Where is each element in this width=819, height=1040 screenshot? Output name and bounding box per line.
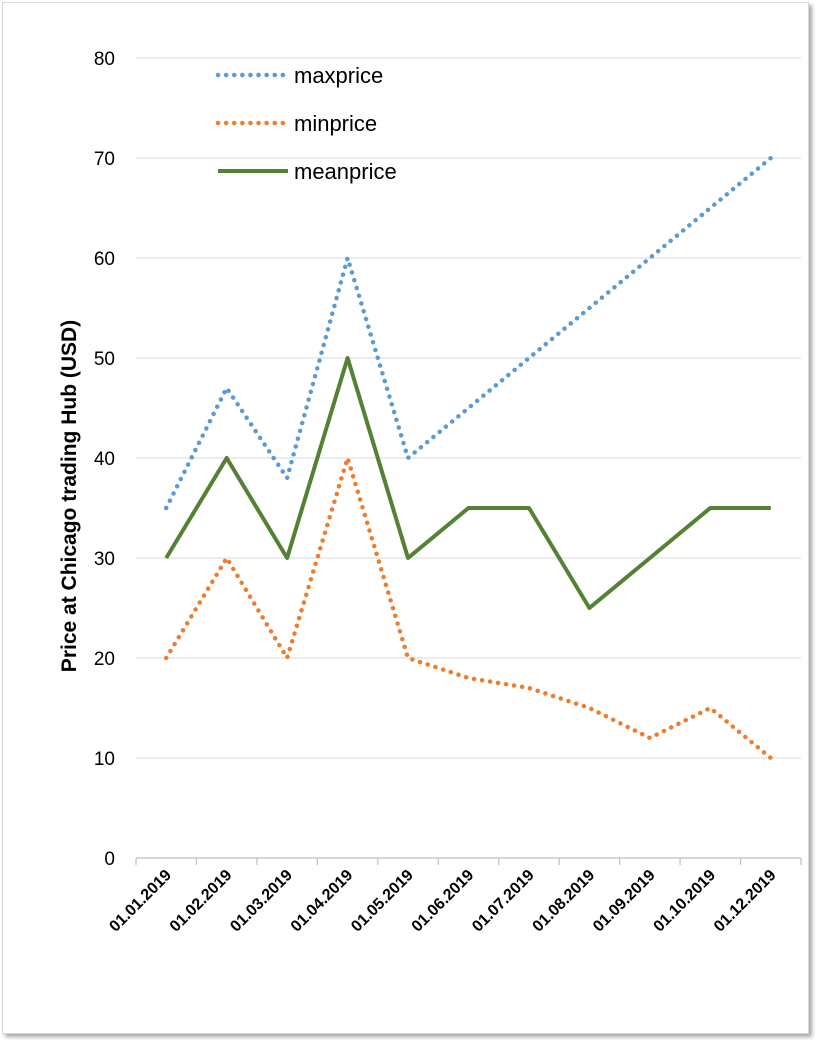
y-axis-title: Price at Chicago trading Hub (USD) [58, 320, 81, 672]
legend: maxprice minprice meanprice [215, 63, 397, 184]
series-line-minprice [163, 455, 774, 761]
y-tick-label: 0 [104, 849, 115, 870]
x-tick-label: 01.12.2019 [711, 867, 780, 936]
y-tick-label: 10 [94, 749, 115, 770]
x-axis [135, 857, 802, 865]
y-tick-label: 40 [94, 449, 115, 470]
series-lines [163, 155, 774, 761]
x-tick-label: 01.02.2019 [167, 867, 236, 936]
x-tick-label: 01.01.2019 [106, 867, 175, 936]
x-axis-ticks: 01.01.201901.02.201901.03.201901.04.2019… [106, 867, 779, 936]
x-tick-label: 01.10.2019 [651, 867, 720, 936]
x-tick-label: 01.05.2019 [348, 867, 417, 936]
y-tick-label: 20 [94, 649, 115, 670]
series-line-maxprice [163, 155, 774, 511]
gridlines [136, 57, 801, 759]
legend-label-maxprice: maxprice [294, 63, 383, 88]
x-tick-label: 01.04.2019 [288, 867, 357, 936]
y-tick-label: 30 [94, 549, 115, 570]
x-tick-label: 01.09.2019 [590, 867, 659, 936]
y-tick-label: 50 [94, 349, 115, 370]
series-line-meanprice [164, 356, 771, 610]
y-axis-ticks: 0 10 20 30 40 50 60 70 80 [94, 49, 115, 870]
x-tick-label: 01.08.2019 [530, 867, 599, 936]
y-tick-label: 80 [94, 49, 115, 70]
y-tick-label: 70 [94, 149, 115, 170]
x-tick-label: 01.06.2019 [409, 867, 478, 936]
legend-label-meanprice: meanprice [294, 159, 397, 184]
y-tick-label: 60 [94, 249, 115, 270]
x-tick-label: 01.07.2019 [469, 867, 538, 936]
chart-frame: 0 10 20 30 40 50 60 70 80 01.01.2019 01.02.2019 01… [2, 2, 809, 1034]
legend-label-minprice: minprice [294, 111, 377, 136]
x-tick-label: 01.03.2019 [227, 867, 296, 936]
